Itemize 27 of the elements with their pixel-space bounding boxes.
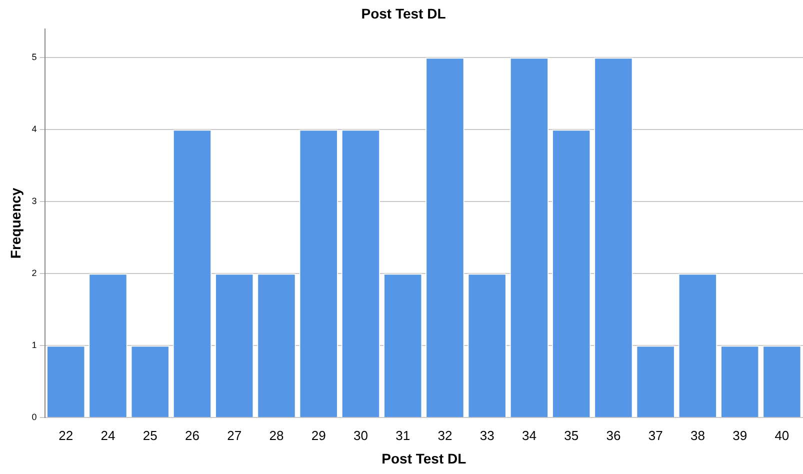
y-tick-label: 3	[32, 196, 37, 206]
y-tick-label: 1	[32, 340, 37, 350]
x-tick-label: 33	[480, 428, 494, 443]
x-tick-label: 36	[606, 428, 621, 443]
x-tick-label: 22	[58, 428, 74, 443]
x-tick-label: 31	[396, 428, 410, 443]
chart-title: Post Test DL	[361, 5, 446, 22]
y-tick-label: 2	[32, 268, 37, 278]
x-tick-label: 35	[564, 428, 579, 443]
x-tick-label: 39	[732, 428, 748, 443]
y-axis-title: Frequency	[7, 188, 24, 259]
x-tick-label: 32	[438, 428, 452, 443]
y-tick-label: 5	[32, 52, 37, 62]
x-tick-label: 26	[185, 428, 200, 443]
x-axis-title: Post Test DL	[382, 450, 467, 466]
x-tick-label: 40	[774, 428, 790, 443]
x-tick-label: 28	[269, 428, 284, 443]
x-tick-label: 30	[353, 428, 368, 443]
x-tick-label: 29	[311, 428, 326, 443]
x-tick-label: 24	[100, 428, 116, 443]
y-tick-label: 4	[32, 124, 37, 134]
x-tick-label: 27	[227, 428, 242, 443]
x-tick-label: 38	[690, 428, 705, 443]
y-tick-label: 0	[32, 412, 37, 422]
x-tick-label: 37	[648, 428, 663, 443]
x-tick-label: 25	[142, 428, 158, 443]
x-tick-label: 34	[522, 428, 536, 443]
